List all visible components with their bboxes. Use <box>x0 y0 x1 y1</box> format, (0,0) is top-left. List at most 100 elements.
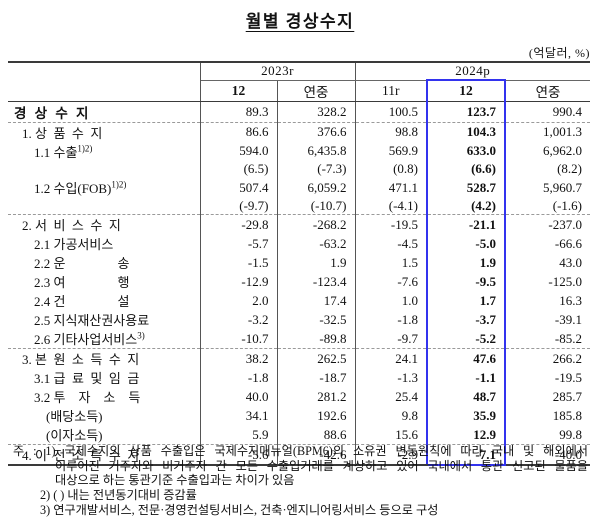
value-cell: 88.6 <box>277 425 356 446</box>
row-label-text: (배당소득) <box>46 409 103 425</box>
value-cell: -5.6 <box>200 444 278 467</box>
value-cell: 376.6 <box>277 122 356 142</box>
value-cell: -40.0 <box>505 444 591 467</box>
row-label-text: 2. 서 비 스 수 지 <box>22 218 121 234</box>
row-label-text: 경 상 수 지 <box>14 105 89 121</box>
footnote-1-line-3: 대상으로 하는 통관기준 수출입과는 차이가 있음 <box>55 473 295 488</box>
value-cell: -1.8 <box>200 368 278 388</box>
footnote-1-line-2: 이루어진 거주자와 비거주자 간 모든 수출입거래를 계상하고 있어 국내에서 … <box>55 458 588 473</box>
value-cell: (0.8) <box>393 161 418 177</box>
table-row: 1. 상 품 수 지 86.6 376.6 98.8 104.3 1,001.3 <box>8 122 590 142</box>
value-cell: (-4.1) <box>355 197 427 216</box>
value-cell: -268.2 <box>277 214 356 235</box>
row-label-text: 1. 상 품 수 지 <box>22 125 103 141</box>
value-cell: 43.0 <box>559 254 583 270</box>
value-cell: 24.1 <box>395 350 418 366</box>
row-label: 2.5 지식재산권사용료 <box>8 310 201 330</box>
row-label: 2.3 여 행 <box>8 272 201 292</box>
value-cell: -5.0 <box>426 234 506 254</box>
value-cell: 185.8 <box>552 407 583 423</box>
value-cell: 98.8 <box>395 124 418 139</box>
value-cell: -5.7 <box>200 234 278 254</box>
value-cell: -123.4 <box>277 272 356 292</box>
value-cell: -1.8 <box>397 311 418 327</box>
row-label-text: 1.2 수입(FOB) <box>34 181 112 197</box>
value-cell: (-1.6) <box>505 197 591 216</box>
value-cell: 328.2 <box>277 101 356 123</box>
table-row: 경 상 수 지 89.3 328.2 100.5 123.7 990.4 <box>8 101 591 123</box>
col-header-2024-yearly: 연중 <box>505 80 591 102</box>
value-cell: 17.4 <box>277 291 356 311</box>
value-cell: 1.0 <box>401 292 418 308</box>
value-cell: 1.9 <box>426 253 506 273</box>
table-row: 3.2 투 자 소 득 40.0 281.2 25.4 48.7 285.7 <box>8 387 590 407</box>
table-row: 2.1 가공서비스 -5.7 -63.2 -4.5 -5.0 -66.6 <box>8 234 590 254</box>
value-cell: 471.1 <box>388 179 418 195</box>
value-cell: (4.2) <box>426 197 506 216</box>
value-cell: 6,962.0 <box>543 143 583 158</box>
value-cell: 40.0 <box>200 387 278 407</box>
row-label: 1.2 수입(FOB)1)2) <box>8 178 201 198</box>
row-label-text: 2.4 건 설 <box>34 294 130 310</box>
value-cell: -1.5 <box>200 253 278 273</box>
value-cell: -3.2 <box>200 310 278 330</box>
table-row: (이자소득) 5.9 88.6 15.6 12.9 99.8 <box>8 425 591 446</box>
table-row: 1.1 수출1)2) 594.0 6,435.8 569.9 633.0 6,962.0 <box>8 141 590 161</box>
value-cell: -85.2 <box>505 329 591 350</box>
table-row: 2.5 지식재산권사용료 -3.2 -32.5 -1.8 -3.7 -39.1 <box>8 310 590 330</box>
row-label-text: 3. 본 원 소 득 수 지 <box>22 352 140 368</box>
row-label: 3.2 투 자 소 득 <box>8 387 201 407</box>
row-label-text: 2.2 운 송 <box>34 256 130 272</box>
row-label: 2.1 가공서비스 <box>8 234 201 254</box>
value-cell: 633.0 <box>426 141 506 161</box>
value-cell: -39.1 <box>554 311 583 327</box>
table-row: (6.5) (-7.3) (0.8) (6.6) (8.2) <box>8 160 590 179</box>
row-label: 3. 본 원 소 득 수 지 <box>8 348 201 369</box>
col-header-2024-12-highlighted: 12 <box>426 79 506 102</box>
row-label: 3.1 급 료 및 임 금 <box>8 368 201 388</box>
table-row: 2.2 운 송 -1.5 1.9 1.5 1.9 43.0 <box>8 253 590 273</box>
value-cell: -5.2 <box>426 329 506 350</box>
footnote-2: 2) ( ) 내는 전년동기대비 증감률 <box>40 488 197 503</box>
value-cell: -7.6 <box>397 273 418 289</box>
value-cell: -4.5 <box>397 235 418 251</box>
value-cell: 1.7 <box>426 291 506 311</box>
value-cell: -19.5 <box>390 216 418 232</box>
value-cell: -2.9 <box>355 444 427 467</box>
value-cell: 528.7 <box>426 178 506 198</box>
value-cell: 594.0 <box>200 141 278 161</box>
value-cell: 123.7 <box>426 101 506 123</box>
row-label <box>8 160 201 179</box>
value-cell: 100.5 <box>355 101 427 123</box>
row-label-text: 4. 이 전 소 득 수 지 <box>22 448 140 464</box>
footnote-ref: 1)2) <box>77 143 93 154</box>
value-cell: 38.2 <box>200 348 278 369</box>
value-cell: 1.5 <box>401 254 418 270</box>
value-cell: 192.6 <box>277 406 356 426</box>
value-cell: (6.5) <box>200 160 278 179</box>
row-label: 경 상 수 지 <box>8 101 201 123</box>
value-cell: -21.1 <box>426 214 506 235</box>
value-cell: 12.9 <box>426 425 506 446</box>
row-label-text: 2.6 기타사업서비스 <box>34 332 138 348</box>
value-cell: -66.6 <box>554 235 583 251</box>
table-row: 3.1 급 료 및 임 금 -1.8 -18.7 -1.3 -1.1 -19.5 <box>8 368 590 388</box>
value-cell: 1,001.3 <box>543 124 583 139</box>
footnote-ref: 1)2) <box>111 179 127 190</box>
row-label-text: 1.1 수출 <box>34 144 78 160</box>
row-label: 2.2 운 송 <box>8 253 201 273</box>
value-cell: 34.1 <box>200 406 278 426</box>
column-header-row: 12 연중 11r 12 연중 <box>8 79 591 102</box>
value-cell: 6,435.8 <box>277 141 356 161</box>
value-cell: -125.0 <box>548 273 583 289</box>
value-cell: (-10.7) <box>277 197 356 216</box>
value-cell: 47.6 <box>426 348 506 369</box>
value-cell: 48.7 <box>426 387 506 407</box>
value-cell: (-9.7) <box>200 197 278 216</box>
row-label-text: 2.3 여 행 <box>34 275 130 291</box>
value-cell: 5,960.7 <box>543 179 583 195</box>
value-cell: (-7.3) <box>277 160 356 179</box>
row-label: 1.1 수출1)2) <box>8 141 201 161</box>
value-cell: 9.8 <box>401 407 418 423</box>
